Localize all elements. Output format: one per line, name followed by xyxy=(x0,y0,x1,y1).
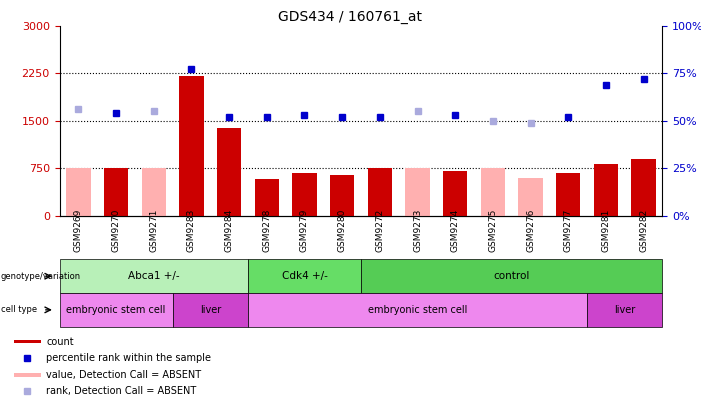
Bar xyxy=(518,178,543,216)
Text: value, Detection Call = ABSENT: value, Detection Call = ABSENT xyxy=(46,370,201,380)
Bar xyxy=(172,293,248,327)
Text: liver: liver xyxy=(200,305,221,315)
Text: liver: liver xyxy=(614,305,635,315)
Text: GSM9283: GSM9283 xyxy=(187,209,196,252)
Text: GSM9271: GSM9271 xyxy=(149,209,158,252)
Bar xyxy=(367,168,392,216)
Text: GSM9269: GSM9269 xyxy=(74,209,83,252)
Text: GSM9272: GSM9272 xyxy=(375,209,384,252)
Text: GSM9273: GSM9273 xyxy=(413,209,422,252)
Bar xyxy=(104,168,128,216)
Text: GSM9284: GSM9284 xyxy=(224,209,233,252)
Bar xyxy=(361,259,662,293)
Bar xyxy=(217,128,241,216)
Text: genotype/variation: genotype/variation xyxy=(1,272,81,281)
Bar xyxy=(14,340,41,343)
Bar xyxy=(60,259,248,293)
Bar xyxy=(254,179,279,216)
Bar xyxy=(66,168,90,216)
Text: Abca1 +/-: Abca1 +/- xyxy=(128,271,179,281)
Text: Cdk4 +/-: Cdk4 +/- xyxy=(282,271,327,281)
Text: GSM9281: GSM9281 xyxy=(601,209,611,252)
Text: GSM9282: GSM9282 xyxy=(639,209,648,252)
Bar xyxy=(142,168,166,216)
Text: GSM9270: GSM9270 xyxy=(111,209,121,252)
Text: GSM9277: GSM9277 xyxy=(564,209,573,252)
Bar xyxy=(60,293,172,327)
Text: rank, Detection Call = ABSENT: rank, Detection Call = ABSENT xyxy=(46,386,197,396)
Bar xyxy=(587,293,662,327)
Text: count: count xyxy=(46,337,74,347)
Text: embryonic stem cell: embryonic stem cell xyxy=(67,305,166,315)
Bar xyxy=(179,76,204,216)
Text: GSM9276: GSM9276 xyxy=(526,209,535,252)
Bar xyxy=(248,259,361,293)
Text: cell type: cell type xyxy=(1,305,36,314)
Text: GSM9280: GSM9280 xyxy=(338,209,347,252)
Bar xyxy=(330,175,355,216)
Text: GSM9279: GSM9279 xyxy=(300,209,309,252)
Bar xyxy=(556,173,580,216)
Bar xyxy=(14,373,41,377)
Bar xyxy=(481,168,505,216)
Bar xyxy=(292,173,317,216)
Text: GSM9275: GSM9275 xyxy=(489,209,498,252)
Bar xyxy=(443,171,468,216)
Bar xyxy=(405,168,430,216)
Text: GSM9274: GSM9274 xyxy=(451,209,460,252)
Text: GDS434 / 160761_at: GDS434 / 160761_at xyxy=(278,10,423,24)
Text: embryonic stem cell: embryonic stem cell xyxy=(368,305,468,315)
Bar xyxy=(632,159,656,216)
Bar xyxy=(594,164,618,216)
Text: percentile rank within the sample: percentile rank within the sample xyxy=(46,353,212,363)
Text: control: control xyxy=(494,271,530,281)
Bar xyxy=(248,293,587,327)
Text: GSM9278: GSM9278 xyxy=(262,209,271,252)
